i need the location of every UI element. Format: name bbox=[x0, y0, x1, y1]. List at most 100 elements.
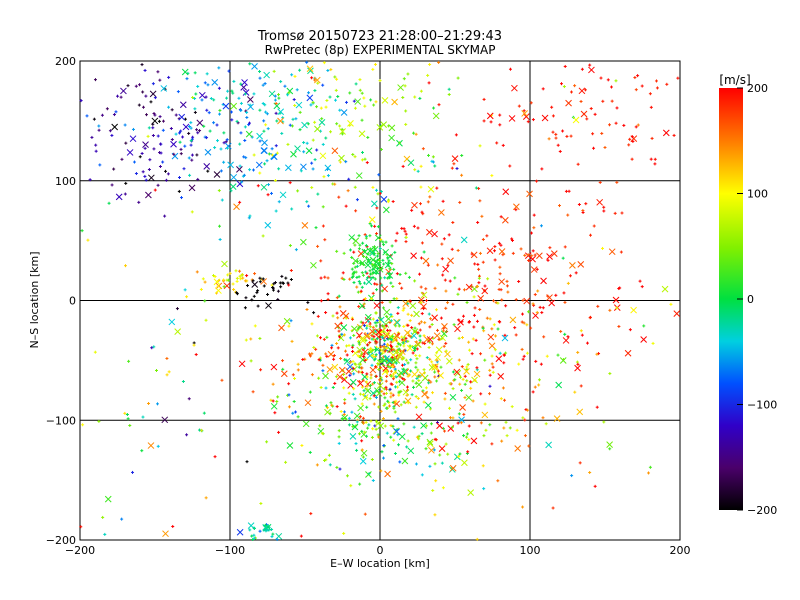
data-point-plus bbox=[390, 355, 394, 359]
data-point-plus bbox=[343, 401, 347, 405]
data-point-plus bbox=[229, 189, 233, 193]
colorbar-tick-label: −200 bbox=[747, 504, 777, 517]
data-point-plus bbox=[636, 123, 640, 127]
data-point-x bbox=[486, 247, 494, 255]
data-point-plus bbox=[277, 200, 281, 204]
data-point-plus bbox=[376, 252, 380, 256]
data-point-plus bbox=[478, 199, 482, 203]
data-point-x bbox=[431, 230, 438, 238]
data-point-x bbox=[486, 112, 494, 120]
data-point-plus bbox=[471, 399, 475, 403]
data-point-plus bbox=[388, 320, 392, 324]
data-point-plus bbox=[141, 90, 145, 94]
data-point-plus bbox=[562, 291, 566, 295]
data-point-plus bbox=[256, 304, 260, 308]
data-point-plus bbox=[531, 302, 535, 306]
data-point-plus bbox=[224, 140, 228, 144]
data-point-plus bbox=[376, 254, 380, 258]
data-point-plus bbox=[531, 249, 535, 253]
data-point-plus bbox=[457, 287, 461, 291]
data-point-plus bbox=[271, 286, 275, 290]
data-point-x bbox=[278, 324, 285, 332]
data-point-plus bbox=[262, 284, 266, 288]
data-point-plus bbox=[279, 285, 283, 289]
data-point-plus bbox=[179, 147, 183, 151]
data-point-plus bbox=[453, 378, 457, 382]
data-point-plus bbox=[206, 169, 210, 173]
data-point-plus bbox=[284, 276, 288, 280]
data-point-x bbox=[529, 255, 536, 263]
data-point-plus bbox=[252, 168, 256, 172]
data-point-plus bbox=[335, 342, 339, 346]
data-point-x bbox=[204, 148, 212, 156]
data-point-x bbox=[460, 236, 468, 244]
data-point-plus bbox=[471, 337, 475, 341]
data-point-plus bbox=[380, 267, 384, 271]
data-point-plus bbox=[252, 92, 256, 96]
data-point-plus bbox=[485, 234, 489, 238]
data-point-plus bbox=[398, 375, 402, 379]
data-point-plus bbox=[302, 150, 306, 154]
data-point-plus bbox=[402, 335, 406, 339]
data-point-x bbox=[179, 101, 187, 109]
data-point-plus bbox=[317, 358, 321, 362]
data-point-plus bbox=[342, 386, 346, 390]
data-point-plus bbox=[481, 326, 485, 330]
data-point-plus bbox=[165, 373, 169, 377]
data-point-plus bbox=[343, 398, 347, 402]
data-point-plus bbox=[311, 100, 315, 104]
data-point-plus bbox=[416, 396, 420, 400]
data-point-plus bbox=[165, 356, 169, 360]
data-point-plus bbox=[256, 184, 260, 188]
data-point-plus bbox=[321, 363, 325, 367]
data-point-plus bbox=[237, 96, 241, 100]
data-point-plus bbox=[472, 313, 476, 317]
data-point-plus bbox=[537, 383, 541, 387]
data-point-plus bbox=[406, 361, 410, 365]
data-point-plus bbox=[363, 512, 367, 516]
data-point-plus bbox=[365, 405, 369, 409]
data-point-plus bbox=[348, 91, 352, 95]
data-point-plus bbox=[514, 298, 518, 302]
data-point-plus bbox=[456, 76, 460, 80]
data-point-plus bbox=[458, 200, 462, 204]
data-point-plus bbox=[290, 73, 294, 77]
data-point-plus bbox=[390, 345, 394, 349]
data-point-plus bbox=[579, 329, 583, 333]
data-point-plus bbox=[164, 178, 168, 182]
data-point-plus bbox=[413, 168, 417, 172]
data-point-x bbox=[410, 332, 418, 340]
data-point-x bbox=[411, 371, 418, 378]
data-point-plus bbox=[258, 139, 262, 143]
data-point-plus bbox=[278, 281, 282, 285]
data-point-plus bbox=[395, 349, 399, 353]
data-point-plus bbox=[490, 327, 494, 331]
data-point-plus bbox=[138, 83, 142, 87]
data-point-plus bbox=[245, 460, 249, 464]
data-point-plus bbox=[375, 288, 379, 292]
data-point-plus bbox=[494, 301, 498, 305]
data-point-x bbox=[434, 354, 442, 361]
data-point-plus bbox=[648, 92, 652, 96]
data-point-plus bbox=[564, 189, 568, 193]
data-point-x bbox=[470, 437, 478, 445]
data-point-plus bbox=[400, 335, 404, 339]
data-point-plus bbox=[580, 67, 584, 71]
data-point-plus bbox=[351, 272, 355, 276]
data-point-plus bbox=[451, 387, 455, 391]
data-point-plus bbox=[164, 169, 168, 173]
data-point-plus bbox=[321, 205, 325, 209]
data-point-plus bbox=[190, 210, 194, 214]
data-point-x bbox=[401, 457, 409, 465]
data-point-plus bbox=[404, 336, 408, 340]
data-point-x bbox=[572, 116, 580, 124]
data-point-plus bbox=[474, 186, 478, 190]
data-point-plus bbox=[277, 96, 281, 100]
data-point-plus bbox=[204, 318, 208, 322]
data-point-plus bbox=[270, 283, 274, 287]
chart-subtitle: RwPretec (8p) EXPERIMENTAL SKYMAP bbox=[265, 43, 496, 57]
data-point-plus bbox=[483, 358, 487, 362]
data-point-plus bbox=[259, 368, 263, 372]
data-point-plus bbox=[344, 316, 348, 320]
data-point-plus bbox=[403, 378, 407, 382]
